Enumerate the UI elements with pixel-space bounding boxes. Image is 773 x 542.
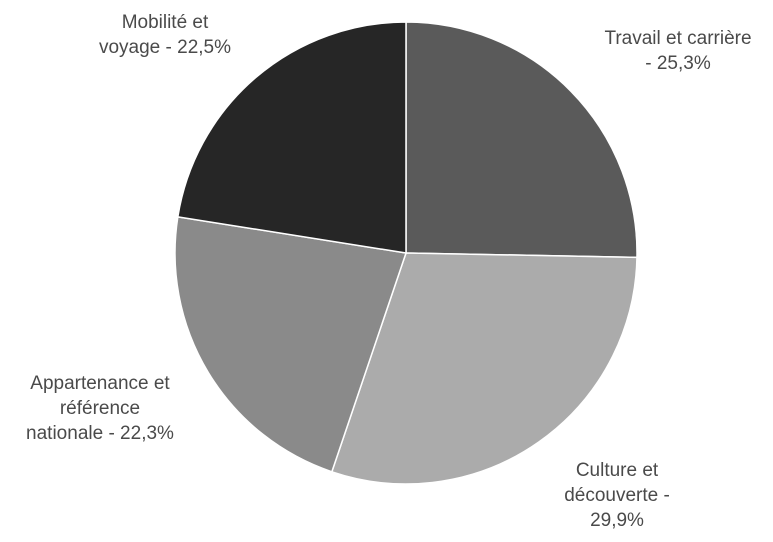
slice-label-4: Mobilité et voyage - 22,5%	[99, 12, 231, 58]
slices-layer	[174, 21, 638, 485]
slice-label-line: Culture et	[576, 460, 659, 481]
slice-label-1: Travail et carrière - 25,3%	[604, 28, 751, 74]
pie-slice-1	[405, 21, 638, 259]
pie-slice-4	[176, 21, 407, 254]
slice-label-line: nationale - 22,3%	[26, 423, 174, 444]
slice-label-2: Culture et découverte - 29,9%	[564, 460, 670, 531]
slice-label-line: - 25,3%	[645, 53, 711, 74]
slice-label-line: 29,9%	[590, 510, 644, 531]
pie-slice-3	[174, 216, 407, 473]
slice-label-line: Mobilité et	[122, 12, 209, 33]
pie-slice-2	[330, 252, 638, 485]
slice-label-line: découverte -	[564, 485, 670, 506]
slice-label-line: voyage - 22,5%	[99, 37, 231, 58]
slice-label-3: Appartenance et référence nationale - 22,3…	[26, 373, 174, 444]
slice-label-line: Appartenance et	[30, 373, 170, 394]
slice-label-line: référence	[60, 398, 140, 419]
slice-label-line: Travail et carrière	[604, 28, 751, 49]
labels-layer: Travail et carrière - 25,3% Culture et déco…	[26, 12, 752, 531]
